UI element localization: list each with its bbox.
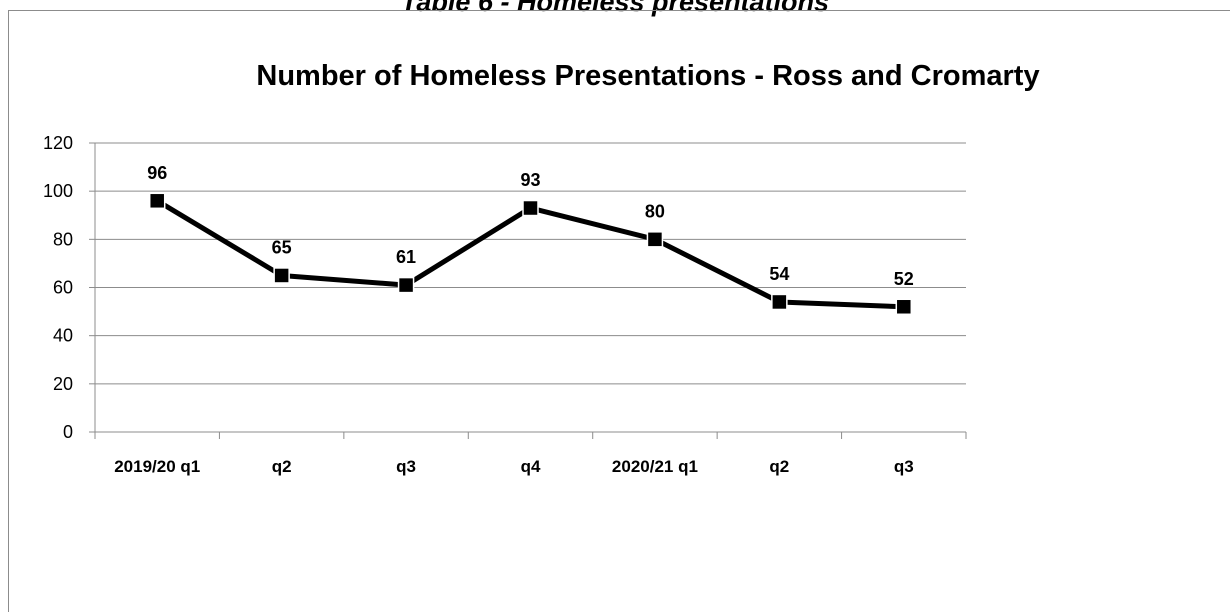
x-tick-label: 2020/21 q1	[612, 457, 698, 476]
data-labels: 96 65 61 93 80 54 52	[147, 163, 914, 289]
y-tick-label: 40	[53, 326, 73, 346]
data-label: 93	[520, 170, 540, 190]
y-axis-tick-labels: 0 20 40 60 80 100 120	[43, 133, 73, 442]
chart-title: Number of Homeless Presentations - Ross …	[256, 60, 1039, 92]
y-tick-label: 20	[53, 374, 73, 394]
y-tick-label: 120	[43, 133, 73, 153]
data-point-marker	[646, 231, 664, 248]
data-label: 61	[396, 247, 416, 267]
x-tick-label: 2019/20 q1	[114, 457, 200, 476]
gridlines	[95, 142, 966, 385]
data-point-marker	[895, 298, 913, 316]
data-point-marker	[148, 192, 166, 210]
data-point-marker	[522, 199, 539, 217]
y-tick-label: 0	[63, 422, 73, 442]
x-tick-label: q3	[396, 457, 416, 476]
data-label: 52	[894, 269, 914, 289]
y-tick-label: 80	[53, 229, 73, 249]
x-axis-tick-labels: 2019/20 q1 q2 q3 q4 2020/21 q1 q2 q3	[114, 457, 914, 476]
chart-frame	[8, 10, 1230, 612]
y-tick-label: 100	[43, 181, 73, 201]
data-label: 54	[769, 264, 789, 284]
x-tick-label: q4	[521, 457, 541, 476]
y-tick-label: 60	[53, 278, 73, 298]
x-tick-label: q2	[769, 457, 789, 476]
data-point-marker	[273, 267, 290, 284]
series	[148, 192, 913, 316]
x-tick-label: q2	[272, 457, 292, 476]
series-line	[155, 198, 904, 310]
data-label: 96	[147, 163, 167, 183]
data-label: 80	[645, 201, 665, 221]
x-tick-label: q3	[894, 457, 914, 476]
data-label: 65	[272, 237, 292, 257]
axes	[89, 142, 967, 439]
table-caption: Table 6 - Homeless presentations	[400, 0, 830, 17]
data-point-marker	[771, 293, 788, 311]
data-point-marker	[397, 276, 415, 294]
